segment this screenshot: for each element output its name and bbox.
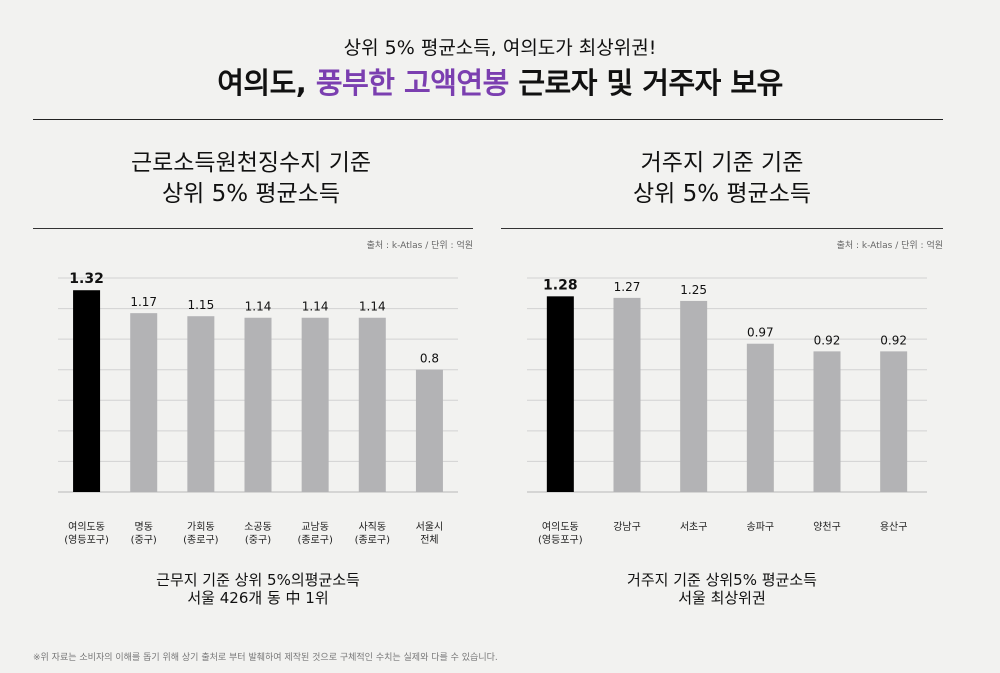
bar bbox=[301, 317, 329, 492]
bar bbox=[358, 317, 386, 492]
left-caption: 근무지 기준 상위 5%의평균소득 서울 426개 동 中 1위 bbox=[58, 571, 458, 607]
category-label: (영등포구) bbox=[64, 534, 109, 546]
footnote: ※위 자료는 소비자의 이해를 돕기 위해 상기 출처로 부터 발췌하여 제작된… bbox=[33, 653, 498, 663]
right-caption-line2: 서울 최상위권 bbox=[678, 589, 766, 607]
category-label: (영등포구) bbox=[538, 534, 583, 546]
data-label: 1.17 bbox=[130, 295, 157, 309]
bar bbox=[73, 290, 101, 492]
right-panel-title: 거주지 기준 기준 상위 5% 평균소득 bbox=[500, 148, 944, 210]
category-label: 서초구 bbox=[680, 521, 708, 533]
data-label: 1.15 bbox=[187, 298, 214, 312]
data-label: 1.25 bbox=[680, 283, 707, 297]
right-caption-line1: 거주지 기준 상위5% 평균소득 bbox=[627, 571, 817, 589]
left-caption-line1: 근무지 기준 상위 5%의평균소득 bbox=[156, 571, 360, 589]
page-title: 여의도, 풍부한 고액연봉 근로자 및 거주자 보유 bbox=[0, 60, 1000, 102]
bar bbox=[680, 300, 708, 492]
title-part-2: 근로자 및 거주자 보유 bbox=[508, 66, 783, 100]
left-panel-title-line1: 근로소득원천징수지 기준 bbox=[130, 150, 372, 176]
category-label: 여의도동 bbox=[68, 521, 105, 533]
bar bbox=[415, 369, 443, 492]
data-label: 0.97 bbox=[747, 326, 774, 340]
category-label: 명동 bbox=[135, 521, 153, 533]
right-source-note: 출처 : k-Atlas / 단위 : 억원 bbox=[836, 241, 943, 251]
category-label: (종로구) bbox=[355, 534, 391, 546]
title-divider bbox=[33, 119, 943, 120]
data-label: 1.14 bbox=[245, 300, 272, 314]
bar bbox=[813, 351, 841, 492]
bar bbox=[746, 343, 774, 492]
category-label: 서울시 bbox=[416, 521, 444, 533]
category-label: 여의도동 bbox=[542, 521, 579, 533]
left-source-note: 출처 : k-Atlas / 단위 : 억원 bbox=[366, 241, 473, 251]
left-panel-divider bbox=[33, 228, 473, 229]
right-bar-chart: 1.28 여의도동(영등포구) 1.27 강남구 1.25 서초구 0.97 송파구 0.92 양… bbox=[527, 277, 927, 546]
subtitle: 상위 5% 평균소득, 여의도가 최상위권! bbox=[343, 37, 657, 59]
category-label: 강남구 bbox=[613, 521, 641, 533]
data-label: 1.28 bbox=[543, 277, 578, 293]
data-label: 1.27 bbox=[614, 280, 641, 294]
right-panel-divider bbox=[501, 228, 943, 229]
category-label: (중구) bbox=[131, 534, 157, 546]
data-label: 1.14 bbox=[302, 300, 329, 314]
category-label: 양천구 bbox=[813, 521, 841, 533]
left-caption-line2: 서울 426개 동 中 1위 bbox=[187, 589, 329, 607]
category-label: 가회동 bbox=[187, 521, 215, 533]
left-bar-chart: 1.32여의도동(영등포구)1.17명동(중구)1.15가회동(종로구)1.14… bbox=[58, 271, 458, 546]
bar bbox=[880, 351, 908, 492]
bar bbox=[546, 296, 574, 492]
category-label: (중구) bbox=[245, 534, 271, 546]
right-caption: 거주지 기준 상위5% 평균소득 서울 최상위권 bbox=[527, 571, 917, 607]
title-part-1: 여의도, bbox=[217, 66, 316, 100]
category-label: 송파구 bbox=[747, 521, 775, 533]
data-label: 1.32 bbox=[69, 271, 104, 287]
bar bbox=[130, 313, 158, 492]
title-highlight: 풍부한 고액연봉 bbox=[315, 66, 509, 100]
category-label: 사직동 bbox=[358, 521, 386, 533]
category-label: (종로구) bbox=[297, 534, 333, 546]
bar bbox=[613, 297, 641, 492]
bar bbox=[187, 316, 215, 492]
data-label: 1.14 bbox=[359, 300, 386, 314]
category-label: 교남동 bbox=[301, 521, 329, 533]
left-panel-title: 근로소득원천징수지 기준 상위 5% 평균소득 bbox=[33, 148, 469, 210]
category-label: 소공동 bbox=[244, 521, 272, 533]
category-label: 전체 bbox=[420, 534, 438, 546]
right-panel-title-line2: 상위 5% 평균소득 bbox=[632, 181, 812, 207]
data-label: 0.92 bbox=[814, 333, 841, 347]
category-label: 용산구 bbox=[880, 521, 908, 533]
left-panel-title-line2: 상위 5% 평균소득 bbox=[161, 181, 341, 207]
data-label: 0.8 bbox=[420, 352, 439, 366]
category-label: (종로구) bbox=[183, 534, 219, 546]
right-panel-title-line1: 거주지 기준 기준 bbox=[640, 150, 804, 176]
bar bbox=[244, 317, 272, 492]
data-label: 0.92 bbox=[880, 333, 907, 347]
